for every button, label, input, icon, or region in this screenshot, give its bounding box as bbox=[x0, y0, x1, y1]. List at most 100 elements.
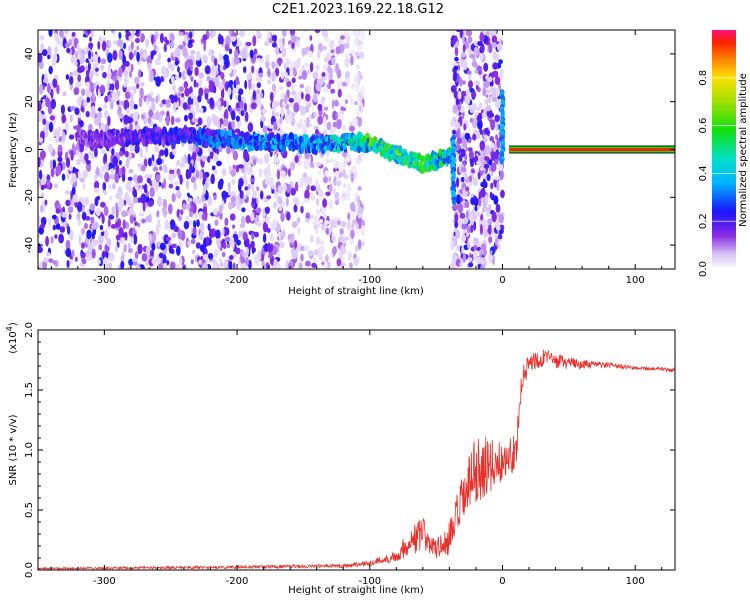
noise-cell bbox=[267, 79, 272, 85]
noise-cell bbox=[124, 150, 129, 158]
noise-cell bbox=[77, 220, 82, 226]
noise-cell bbox=[460, 258, 464, 267]
noise-cell bbox=[141, 252, 148, 262]
noise-cell bbox=[460, 52, 466, 58]
noise-cell bbox=[473, 220, 477, 231]
noise-cell bbox=[321, 30, 328, 38]
noise-cell bbox=[351, 82, 355, 90]
noise-cell bbox=[76, 212, 81, 221]
y-tick-label: -20 bbox=[24, 189, 35, 205]
noise-cell bbox=[48, 144, 53, 154]
noise-cell bbox=[459, 76, 463, 87]
noise-cell bbox=[93, 174, 98, 182]
noise-cell bbox=[483, 220, 489, 231]
noise-cell bbox=[237, 88, 244, 96]
noise-cell bbox=[262, 221, 268, 233]
snr-ylabel: SNR (10 * v/v) bbox=[8, 414, 19, 485]
noise-cell bbox=[199, 244, 206, 253]
noise-cell bbox=[304, 189, 310, 201]
noise-cell bbox=[175, 162, 179, 167]
noise-cell bbox=[172, 148, 177, 156]
noise-cell bbox=[307, 122, 312, 128]
noise-cell bbox=[104, 172, 110, 183]
noise-cell bbox=[267, 31, 271, 39]
noise-cell bbox=[236, 102, 240, 109]
noise-cell bbox=[65, 157, 71, 168]
noise-cell bbox=[155, 95, 159, 104]
noise-cell bbox=[328, 176, 332, 183]
noise-cell bbox=[74, 107, 80, 115]
noise-cell bbox=[279, 241, 285, 249]
noise-cell bbox=[134, 76, 140, 85]
noise-cell bbox=[132, 197, 138, 204]
noise-cell bbox=[226, 244, 230, 249]
noise-cell bbox=[490, 120, 495, 131]
trace-cell bbox=[209, 137, 214, 144]
noise-cell bbox=[280, 212, 285, 222]
noise-cell bbox=[470, 197, 476, 206]
noise-cell bbox=[241, 48, 247, 59]
noise-cell bbox=[118, 197, 125, 209]
noise-cell bbox=[350, 55, 354, 66]
noise-cell bbox=[323, 116, 327, 126]
noise-cell bbox=[242, 252, 247, 258]
noise-cell bbox=[123, 83, 128, 88]
noise-cell bbox=[106, 238, 112, 247]
noise-cell bbox=[44, 73, 48, 81]
noise-cell bbox=[75, 50, 79, 60]
noise-cell bbox=[114, 245, 119, 253]
noise-cell bbox=[302, 30, 308, 33]
noise-cell bbox=[462, 34, 465, 45]
noise-cell bbox=[140, 164, 146, 172]
noise-cell bbox=[169, 33, 175, 42]
noise-cell bbox=[221, 227, 225, 236]
noise-cell bbox=[331, 56, 336, 66]
noise-cell bbox=[479, 223, 483, 235]
noise-cell bbox=[207, 155, 211, 163]
noise-cell bbox=[163, 210, 167, 218]
noise-cell bbox=[71, 31, 76, 37]
noise-cell bbox=[325, 228, 329, 235]
noise-cell bbox=[496, 180, 500, 192]
noise-cell bbox=[309, 35, 313, 41]
noise-cell bbox=[474, 80, 481, 86]
carrier-core bbox=[509, 148, 675, 151]
noise-cell bbox=[271, 100, 277, 111]
noise-cell bbox=[299, 178, 304, 189]
noise-cell bbox=[461, 176, 465, 183]
noise-cell bbox=[155, 174, 161, 181]
noise-cell bbox=[262, 233, 267, 243]
noise-cell bbox=[116, 39, 123, 47]
noise-cell bbox=[243, 195, 247, 200]
noise-cell bbox=[44, 199, 48, 206]
noise-cell bbox=[339, 162, 345, 171]
noise-cell bbox=[159, 242, 166, 251]
noise-cell bbox=[358, 213, 362, 219]
noise-cell bbox=[463, 123, 467, 131]
noise-cell bbox=[289, 30, 296, 36]
noise-cell bbox=[174, 60, 179, 66]
noise-cell bbox=[202, 184, 207, 195]
noise-cell bbox=[38, 246, 43, 254]
noise-cell bbox=[223, 110, 229, 121]
noise-cell bbox=[235, 247, 241, 255]
noise-cell bbox=[231, 120, 236, 130]
noise-cell bbox=[159, 103, 164, 108]
noise-cell bbox=[325, 191, 331, 197]
noise-cell bbox=[343, 183, 347, 188]
noise-cell bbox=[66, 47, 71, 54]
noise-cell bbox=[475, 106, 482, 111]
noise-cell bbox=[164, 147, 169, 158]
noise-cell bbox=[43, 257, 49, 263]
noise-cell bbox=[196, 169, 199, 179]
noise-cell bbox=[41, 114, 47, 119]
noise-cell bbox=[162, 198, 167, 209]
noise-cell bbox=[96, 111, 103, 119]
noise-cell bbox=[496, 243, 501, 250]
noise-cell bbox=[114, 172, 120, 184]
noise-cell bbox=[268, 177, 274, 188]
noise-cell bbox=[168, 61, 172, 70]
noise-cell bbox=[261, 115, 265, 122]
noise-cell bbox=[108, 254, 112, 262]
noise-cell bbox=[300, 253, 304, 262]
